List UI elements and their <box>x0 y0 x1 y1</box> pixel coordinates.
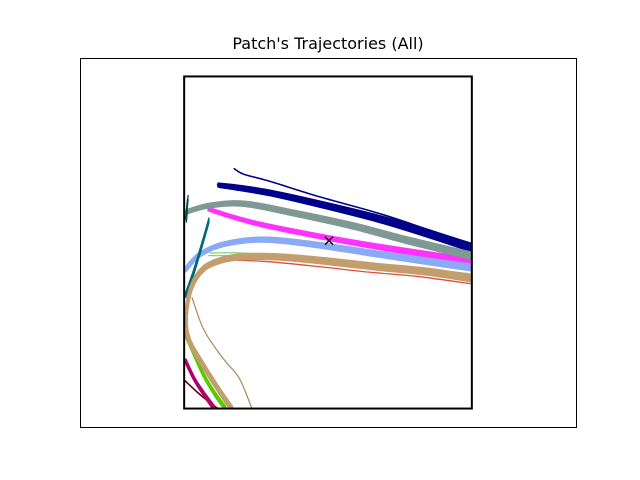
trajectory-line <box>209 207 472 259</box>
patch-boundary-box <box>183 75 473 410</box>
chart-title: Patch's Trajectories (All) <box>232 34 423 53</box>
trajectory-line <box>185 200 472 253</box>
trajectory-lines <box>184 167 472 409</box>
trajectory-line <box>185 252 472 408</box>
trajectory-line <box>185 198 189 223</box>
trajectory-line <box>216 184 472 248</box>
plot-area-frame <box>80 58 577 428</box>
trajectory-line <box>191 297 253 409</box>
trajectory-line <box>217 186 472 252</box>
patch-center-marker <box>324 236 334 246</box>
trajectory-line <box>216 183 472 246</box>
trajectory-line <box>217 182 472 244</box>
trajectory-line <box>184 217 210 296</box>
trajectory-line <box>184 357 215 407</box>
trajectory-line <box>184 194 189 221</box>
x-marker-stroke <box>324 236 334 246</box>
